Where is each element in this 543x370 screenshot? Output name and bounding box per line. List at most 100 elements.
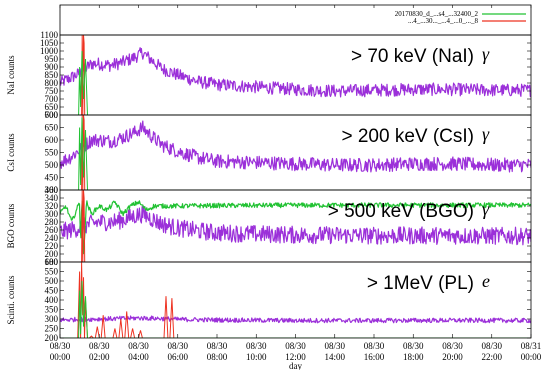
x-tick-time: 18:00 [403,352,424,362]
x-tick-time: 20:00 [442,352,463,362]
y-tick-label: 300 [45,314,59,324]
panel-2: 400 450 500 550 600 650 700 CsI counts > 200 keV… [6,110,532,195]
energy-label: > 200 keV (CsI) [341,126,474,147]
y-tick-label: 240 [45,233,59,243]
y-tick-label: 180 [45,257,59,267]
panel-3-series [60,190,531,262]
y-axis-label: BGO counts [6,203,16,248]
legend-entry-label: 20170830_d_...s4_...32400_2 [395,10,479,18]
y-tick-label: 360 [45,185,59,195]
series-line [60,120,531,173]
y-tick-label: 200 [45,333,59,343]
x-tick-date: 08/30 [128,341,149,351]
y-tick-label: 280 [45,217,59,227]
energy-label: > 1MeV (PL) [367,273,474,294]
y-tick-label: 200 [45,249,59,259]
chart-legend: 20170830_d_...s4_...32400_2...4_...30...… [395,10,526,25]
y-tick-label: 600 [45,257,59,267]
y-tick-label: 500 [45,276,59,286]
y-tick-label: 400 [45,185,59,195]
series-line [60,35,531,115]
x-tick-date: 08/30 [167,341,188,351]
y-tick-label: 500 [45,160,59,170]
y-tick-label: 1050 [40,38,59,48]
x-tick-date: 08/30 [364,341,385,351]
series-line [60,50,531,115]
x-tick-date: 08/30 [442,341,463,351]
y-tick-label: 650 [45,123,59,133]
particle-symbol: γ [482,44,490,64]
x-axis-label: day [289,361,302,370]
series-line [60,117,531,190]
y-tick-label: 550 [45,267,59,277]
x-tick-time: 04:00 [128,352,149,362]
x-tick-date: 08/30 [285,341,306,351]
x-tick-date: 08/30 [403,341,424,351]
y-tick-label: 700 [45,94,59,104]
panel-4-series [60,262,531,338]
y-tick-label: 550 [45,148,59,158]
y-tick-label: 600 [45,110,59,120]
x-tick-time: 10:00 [246,352,267,362]
y-tick-label: 650 [45,102,59,112]
y-axis-label: CsI counts [6,133,16,172]
series-line [60,280,531,338]
x-tick-time: 02:00 [89,352,110,362]
x-tick-time: 16:00 [364,352,385,362]
x-tick-time: 06:00 [167,352,188,362]
x-tick-time: 08:00 [207,352,228,362]
y-tick-label: 450 [45,173,59,183]
series-line [60,205,531,246]
x-tick-time: 22:00 [481,352,502,362]
y-tick-label: 900 [45,62,59,72]
y-axis-label: Scinti. counts [6,275,16,324]
x-tick-date: 08/30 [481,341,502,351]
x-axis: 08/3000:0008/3002:0008/3004:0008/3006:00… [50,5,542,370]
x-tick-date: 08/31 [521,341,542,351]
particle-symbol: e [482,271,490,291]
x-tick-time: 14:00 [324,352,345,362]
y-axis-label: NaI counts [6,55,16,95]
y-tick-label: 300 [45,209,59,219]
x-tick-date: 08/30 [89,341,110,351]
series-line [60,315,531,324]
y-tick-label: 600 [45,135,59,145]
y-axis: 400 450 500 550 600 650 700 [45,110,531,195]
energy-label: > 70 keV (NaI) [351,46,474,67]
y-tick-label: 220 [45,241,59,251]
x-tick-time: 00:00 [50,352,71,362]
y-tick-label: 450 [45,286,59,296]
y-tick-label: 1100 [40,30,58,40]
legend-entry-label: ...4_...30..._...4_...0_..._8 [408,17,479,25]
y-tick-label: 320 [45,201,59,211]
particle-symbol: γ [482,124,490,144]
y-tick-label: 800 [45,78,59,88]
panel-2-series [60,115,531,190]
energy-label: > 500 keV (BGO) [328,201,474,222]
y-tick-label: 850 [45,70,59,80]
series-line [60,190,531,262]
y-tick-label: 1000 [40,46,59,56]
y-tick-label: 700 [45,110,59,120]
series-line [60,115,531,190]
x-tick-date: 08/30 [207,341,228,351]
x-tick-date: 08/30 [50,341,71,351]
x-tick-time: 12:00 [285,352,306,362]
x-tick-time: 00:00 [521,352,542,362]
panel-1-series [60,35,531,115]
y-tick-label: 400 [45,295,59,305]
y-tick-label: 750 [45,86,59,96]
particle-symbol: γ [482,199,490,219]
series-line [60,200,531,255]
y-tick-label: 260 [45,225,59,235]
y-tick-label: 250 [45,324,59,334]
y-tick-label: 340 [45,193,59,203]
